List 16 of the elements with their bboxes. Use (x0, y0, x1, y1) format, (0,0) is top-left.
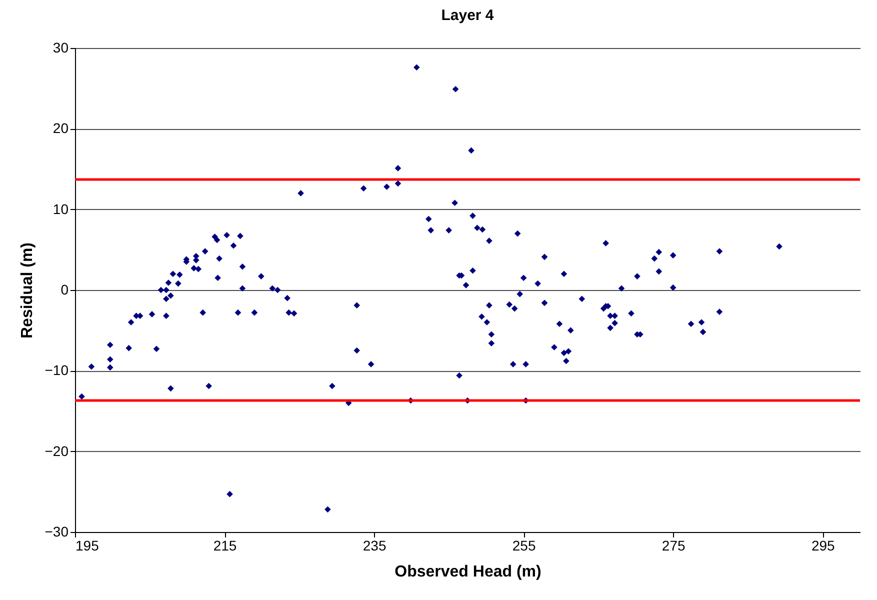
y-tick-label: 30 (52, 40, 69, 56)
y-tick-label: 10 (52, 200, 69, 217)
x-tick-label: 215 (213, 538, 237, 554)
x-tick-label: 295 (811, 538, 836, 554)
y-tick-label: −10 (44, 362, 69, 378)
y-tick-label: −30 (44, 524, 69, 540)
x-axis-title: Observed Head (m) (394, 564, 542, 580)
y-axis-title: Residual (m) (18, 242, 36, 339)
x-tick-label: 255 (512, 538, 536, 554)
y-tick-label: 0 (60, 282, 69, 298)
x-tick-label: 275 (662, 538, 686, 554)
y-tick-label: −20 (44, 442, 69, 459)
x-tick-label: 195 (76, 538, 100, 554)
chart-title: Layer 4 (441, 7, 494, 24)
x-tick-label: 235 (362, 538, 386, 554)
y-tick-label: 20 (52, 120, 69, 136)
